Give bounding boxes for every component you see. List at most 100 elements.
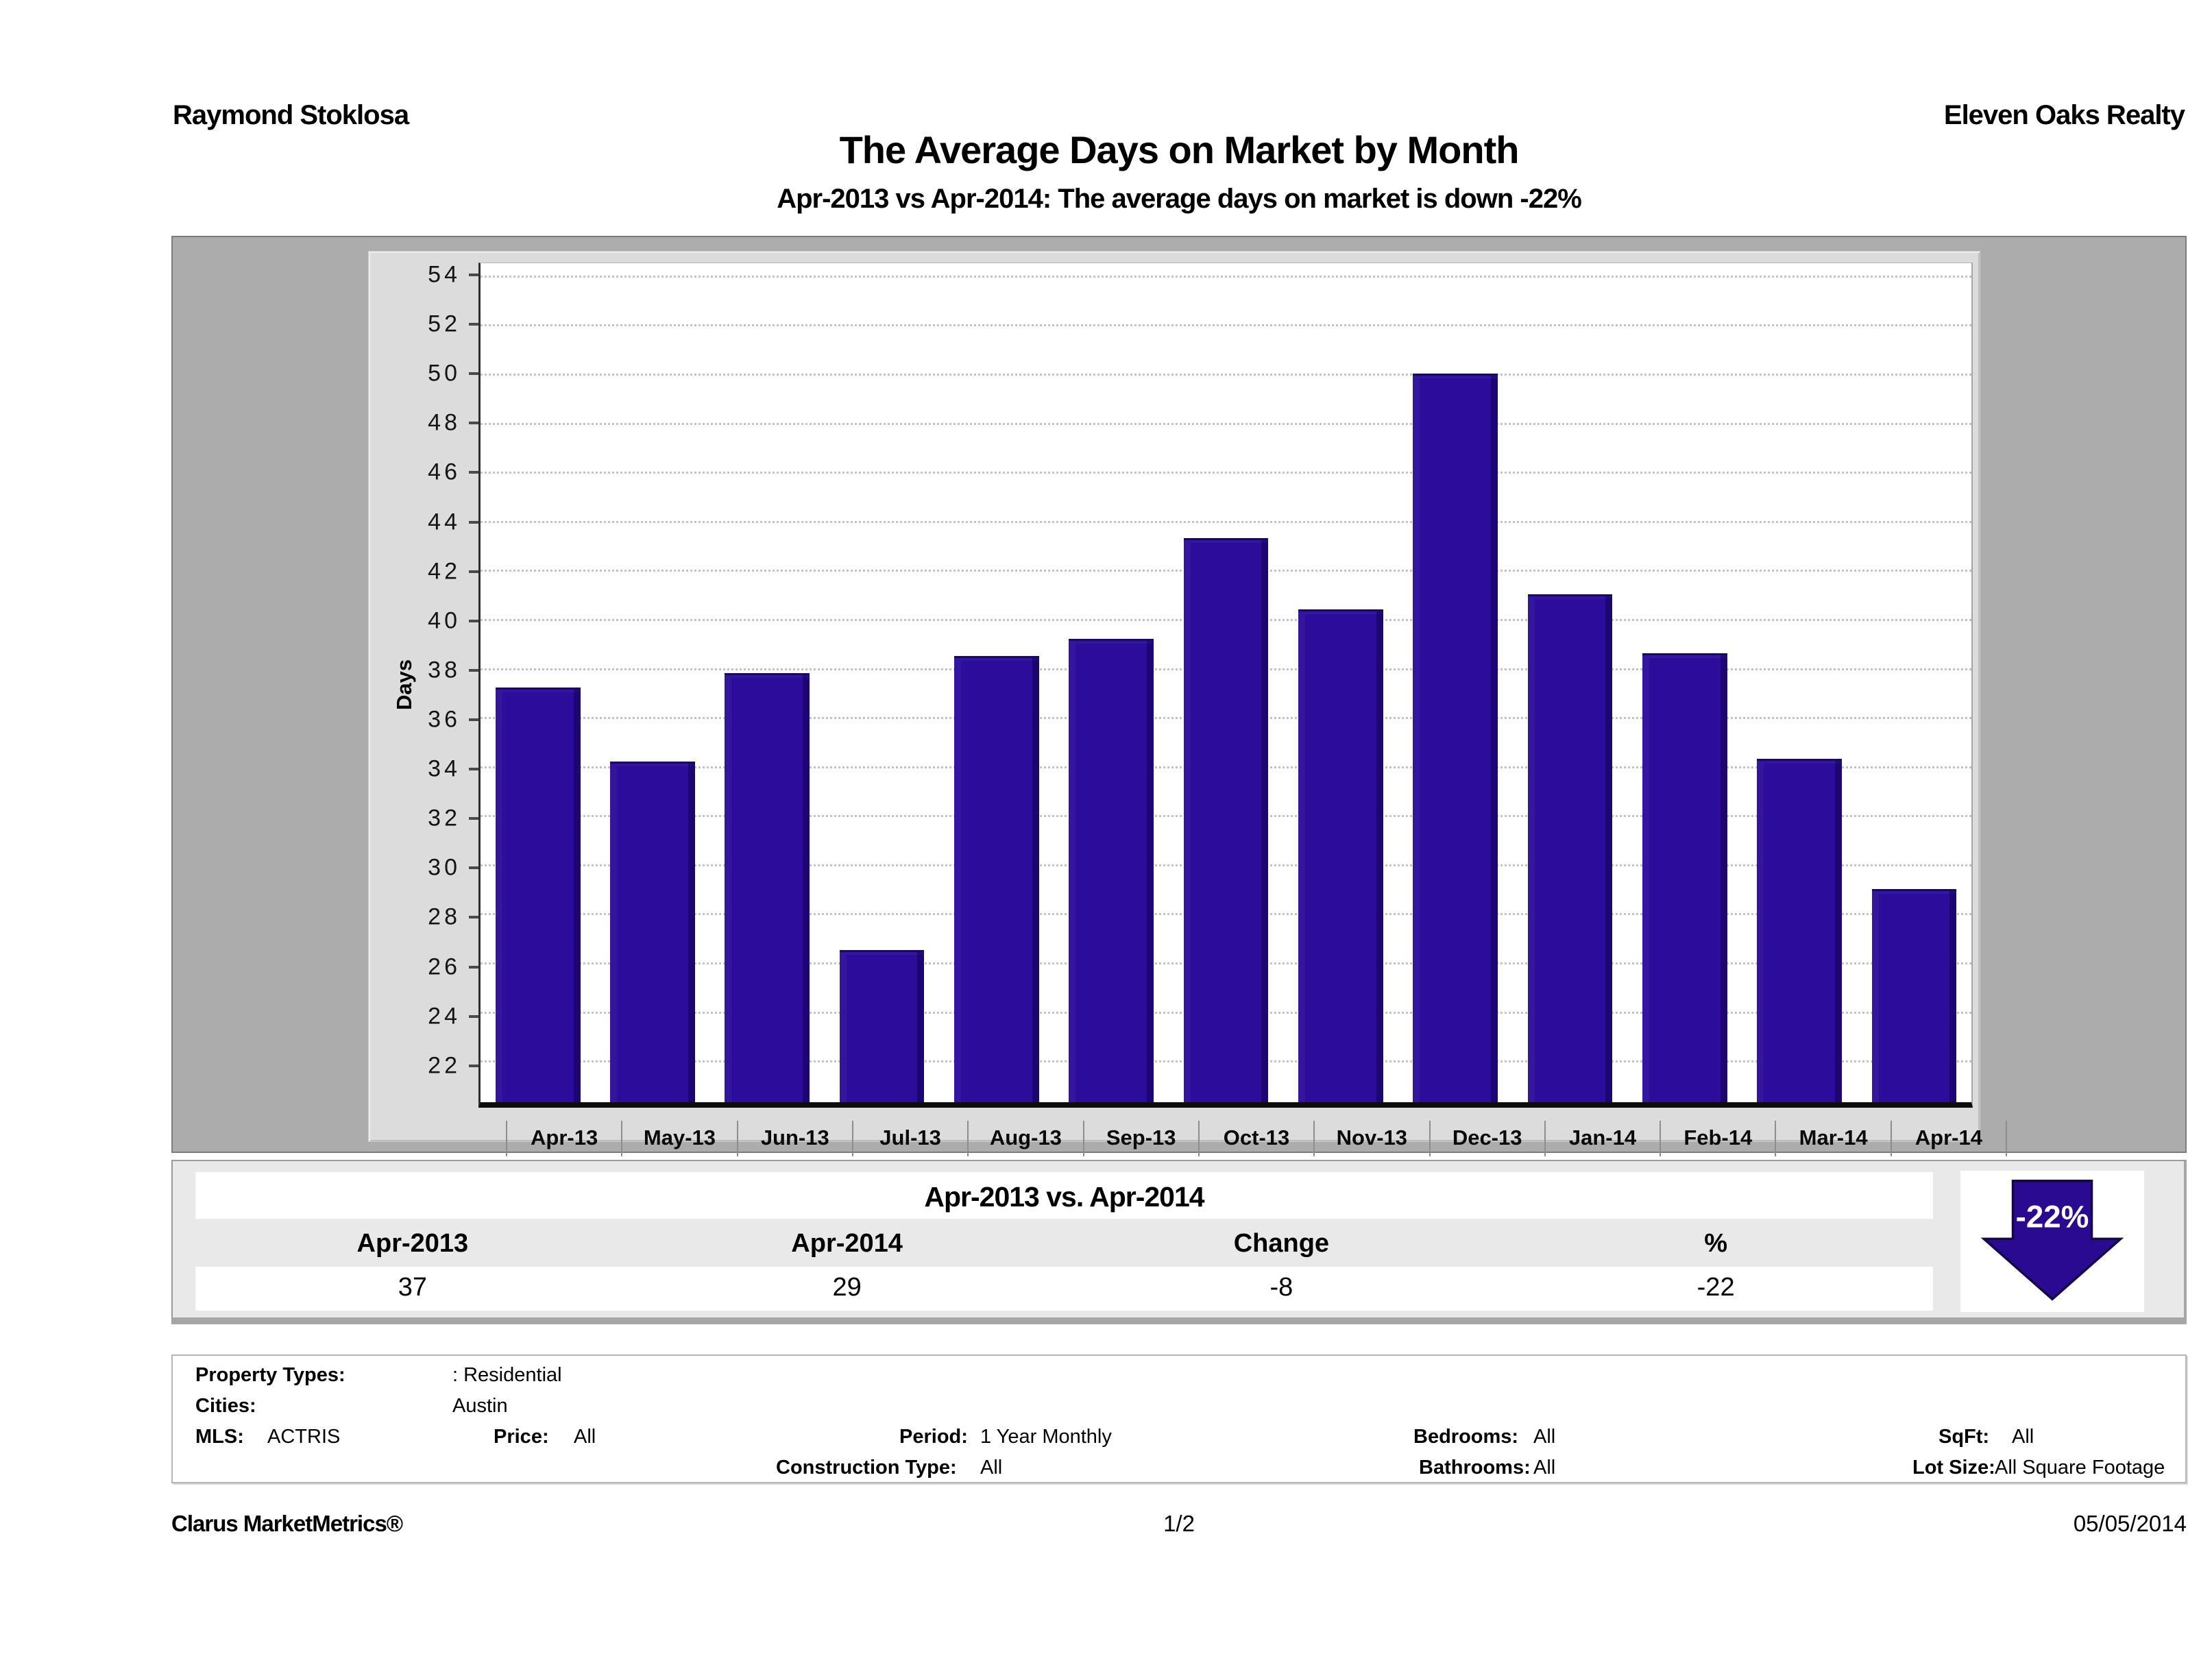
period-label: Period:	[899, 1426, 968, 1448]
comparison-value-col2: 29	[832, 1273, 862, 1302]
construction-label: Construction Type:	[776, 1457, 957, 1479]
bar-Jun-13	[725, 672, 810, 1102]
price-value: All	[574, 1426, 596, 1448]
property-types-label: Property Types:	[195, 1364, 345, 1386]
y-tick-label: 22	[428, 1052, 461, 1079]
y-tick-label: 30	[428, 854, 461, 881]
bar-Apr-13	[495, 688, 581, 1102]
comparison-header-col3: Change	[1233, 1229, 1330, 1258]
x-axis-labels: Apr-13 May-13 Jun-13 Jul-13 Aug-13 Sep-13 Oct-…	[506, 1121, 2008, 1156]
bar-slot	[939, 263, 1054, 1102]
x-tick-label: May-13	[621, 1121, 736, 1156]
y-tick-mark	[469, 965, 481, 969]
y-tick-label: 48	[428, 409, 461, 436]
y-tick-mark	[469, 916, 481, 919]
comparison-title: Apr-2013 vs. Apr-2014	[195, 1172, 1933, 1219]
comparison-header-col2: Apr-2014	[791, 1229, 903, 1258]
gridline	[481, 520, 1971, 523]
comparison-header-row: Apr-2013 Apr-2014 Change %	[195, 1219, 1933, 1267]
gridline	[481, 422, 1971, 425]
sqft-value: All	[2012, 1426, 2034, 1448]
footer-date: 05/05/2014	[2073, 1511, 2187, 1536]
bar-May-13	[610, 761, 695, 1102]
cities-value: Austin	[452, 1395, 508, 1417]
y-tick-mark	[469, 372, 481, 376]
y-tick-label: 42	[428, 558, 461, 585]
bedrooms-value: All	[1533, 1426, 1556, 1448]
bathrooms-label: Bathrooms:	[1419, 1457, 1531, 1479]
comparison-header-col1: Apr-2013	[356, 1229, 469, 1258]
bar-Nov-13	[1298, 609, 1383, 1102]
criteria-box: Property Types: : Residential Cities: Au…	[171, 1354, 2187, 1483]
mls-label: MLS:	[195, 1426, 244, 1448]
bar-Oct-13	[1183, 537, 1269, 1102]
y-tick-label: 26	[428, 953, 461, 980]
y-tick-mark	[469, 1064, 481, 1067]
lot-size-value: All Square Footage	[1995, 1457, 2165, 1479]
comparison-table: Apr-2013 vs. Apr-2014 Apr-2013 Apr-2014 …	[195, 1172, 1933, 1311]
y-tick-mark	[469, 471, 481, 474]
down-arrow-icon: -22%	[1980, 1180, 2124, 1301]
bar-Jan-14	[1527, 594, 1613, 1102]
bar-Feb-14	[1642, 653, 1727, 1102]
comparison-value-col1: 37	[398, 1273, 428, 1302]
y-tick-mark	[469, 422, 481, 425]
y-tick-label: 32	[428, 805, 461, 831]
bar-slot	[595, 263, 709, 1102]
bar-Sep-13	[1069, 638, 1154, 1102]
bar-slot	[1054, 263, 1169, 1102]
x-tick-label: Aug-13	[967, 1121, 1082, 1156]
bar-slot	[710, 263, 825, 1102]
y-tick-label: 34	[428, 755, 461, 782]
x-tick-label: Jan-14	[1544, 1121, 1660, 1156]
y-tick-mark	[469, 619, 481, 622]
report-title: The Average Days on Market by Month	[839, 128, 1520, 171]
x-tick-label: Dec-13	[1429, 1121, 1544, 1156]
y-tick-mark	[469, 668, 481, 672]
mls-value: ACTRIS	[267, 1426, 341, 1448]
period-value: 1 Year Monthly	[980, 1426, 1112, 1448]
y-tick-label: 28	[428, 903, 461, 930]
y-tick-label: 54	[428, 261, 461, 288]
x-tick-label: Apr-14	[1890, 1121, 2008, 1156]
x-tick-label: Jun-13	[736, 1121, 852, 1156]
y-tick-mark	[469, 817, 481, 820]
y-tick-label: 52	[428, 311, 461, 337]
x-tick-label: Apr-13	[506, 1121, 621, 1156]
y-tick-label: 46	[428, 459, 461, 485]
bar-Aug-13	[954, 655, 1039, 1102]
x-tick-label: Mar-14	[1775, 1121, 1890, 1156]
chart-container: Days 54 52 50 48 46 44 42 40 38 36 34 32 30 28 26 24 22 …	[171, 236, 2187, 1156]
bars	[481, 263, 1971, 1102]
sqft-label: SqFt:	[1938, 1426, 1990, 1448]
agent-name: Raymond Stoklosa	[173, 100, 409, 130]
bar-Dec-13	[1413, 374, 1498, 1102]
cities-label: Cities:	[195, 1395, 256, 1417]
gridline	[481, 472, 1971, 474]
y-tick-label: 44	[428, 509, 461, 535]
x-tick-label: Jul-13	[851, 1121, 967, 1156]
bar-Jul-13	[839, 950, 925, 1102]
y-tick-mark	[469, 570, 481, 573]
bar-slot	[1742, 263, 1856, 1102]
y-tick-mark	[469, 768, 481, 771]
footer-brand: Clarus MarketMetrics®	[171, 1511, 403, 1536]
y-tick-label: 36	[428, 706, 461, 733]
comparison-value-row: 37 29 -8 -22	[195, 1267, 1933, 1311]
bar-Mar-14	[1757, 758, 1842, 1102]
gridline	[481, 275, 1971, 278]
lot-size-label: Lot Size:	[1912, 1457, 1995, 1479]
bedrooms-label: Bedrooms:	[1413, 1426, 1519, 1448]
bar-slot	[1398, 263, 1513, 1102]
gridline	[481, 374, 1971, 376]
footer: Clarus MarketMetrics® 1/2 05/05/2014	[171, 1511, 2187, 1541]
bar-slot	[1857, 263, 1971, 1102]
plot-area	[478, 263, 1973, 1108]
price-label: Price:	[494, 1426, 549, 1448]
construction-value: All	[980, 1457, 1003, 1479]
bar-slot	[1283, 263, 1398, 1102]
x-tick-label: Nov-13	[1313, 1121, 1429, 1156]
comparison-value-col3: -8	[1269, 1273, 1293, 1302]
y-axis-ticks: 54 52 50 48 46 44 42 40 38 36 34 32 30 28 26 24 22	[369, 261, 481, 1108]
comparison-section: Apr-2013 vs. Apr-2014 Apr-2013 Apr-2014 …	[171, 1160, 2187, 1324]
